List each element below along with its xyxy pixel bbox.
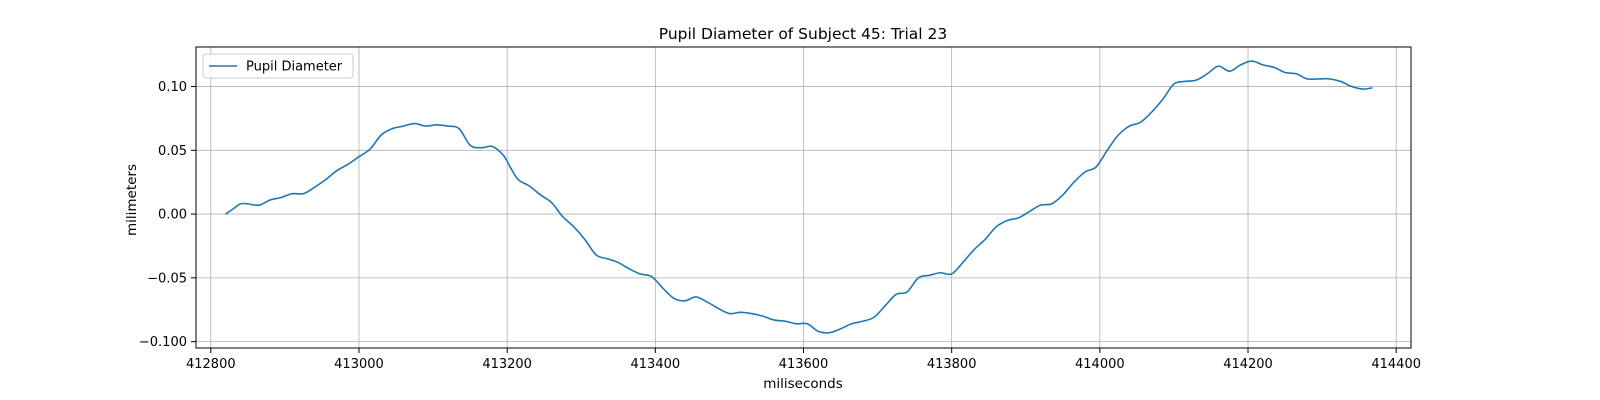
chart-title: Pupil Diameter of Subject 45: Trial 23 bbox=[659, 25, 948, 43]
y-tick-label: 0.05 bbox=[158, 144, 187, 159]
x-tick-label: 413600 bbox=[779, 357, 829, 372]
series-line-pupil-diameter bbox=[225, 60, 1373, 334]
legend-box bbox=[202, 53, 354, 79]
plot-area bbox=[225, 60, 1373, 334]
grid bbox=[196, 47, 1411, 348]
y-tick-label: 0.10 bbox=[158, 80, 187, 95]
y-tick-label: −0.05 bbox=[147, 271, 187, 286]
x-tick-label: 414400 bbox=[1371, 357, 1421, 372]
y-tick-label: −0.100 bbox=[139, 335, 187, 350]
y-axis-label: milimeters bbox=[124, 164, 140, 236]
x-tick-label: 413800 bbox=[927, 357, 977, 372]
legend: Pupil Diameter bbox=[202, 53, 354, 79]
legend-label-pupil-diameter: Pupil Diameter bbox=[246, 60, 343, 75]
y-tick-label: 0.00 bbox=[158, 208, 187, 223]
x-axis-label: miliseconds bbox=[763, 376, 843, 392]
x-axis: 412800 413000 413200 413400 413600 413800 4140… bbox=[186, 348, 1421, 372]
y-axis: −0.100 −0.05 0.00 0.05 0.10 bbox=[139, 80, 196, 350]
x-tick-label: 413000 bbox=[334, 357, 384, 372]
x-tick-label: 413400 bbox=[631, 357, 681, 372]
x-tick-label: 414000 bbox=[1075, 357, 1125, 372]
x-tick-label: 413200 bbox=[482, 357, 532, 372]
x-tick-label: 412800 bbox=[186, 357, 236, 372]
x-tick-label: 414200 bbox=[1223, 357, 1273, 372]
